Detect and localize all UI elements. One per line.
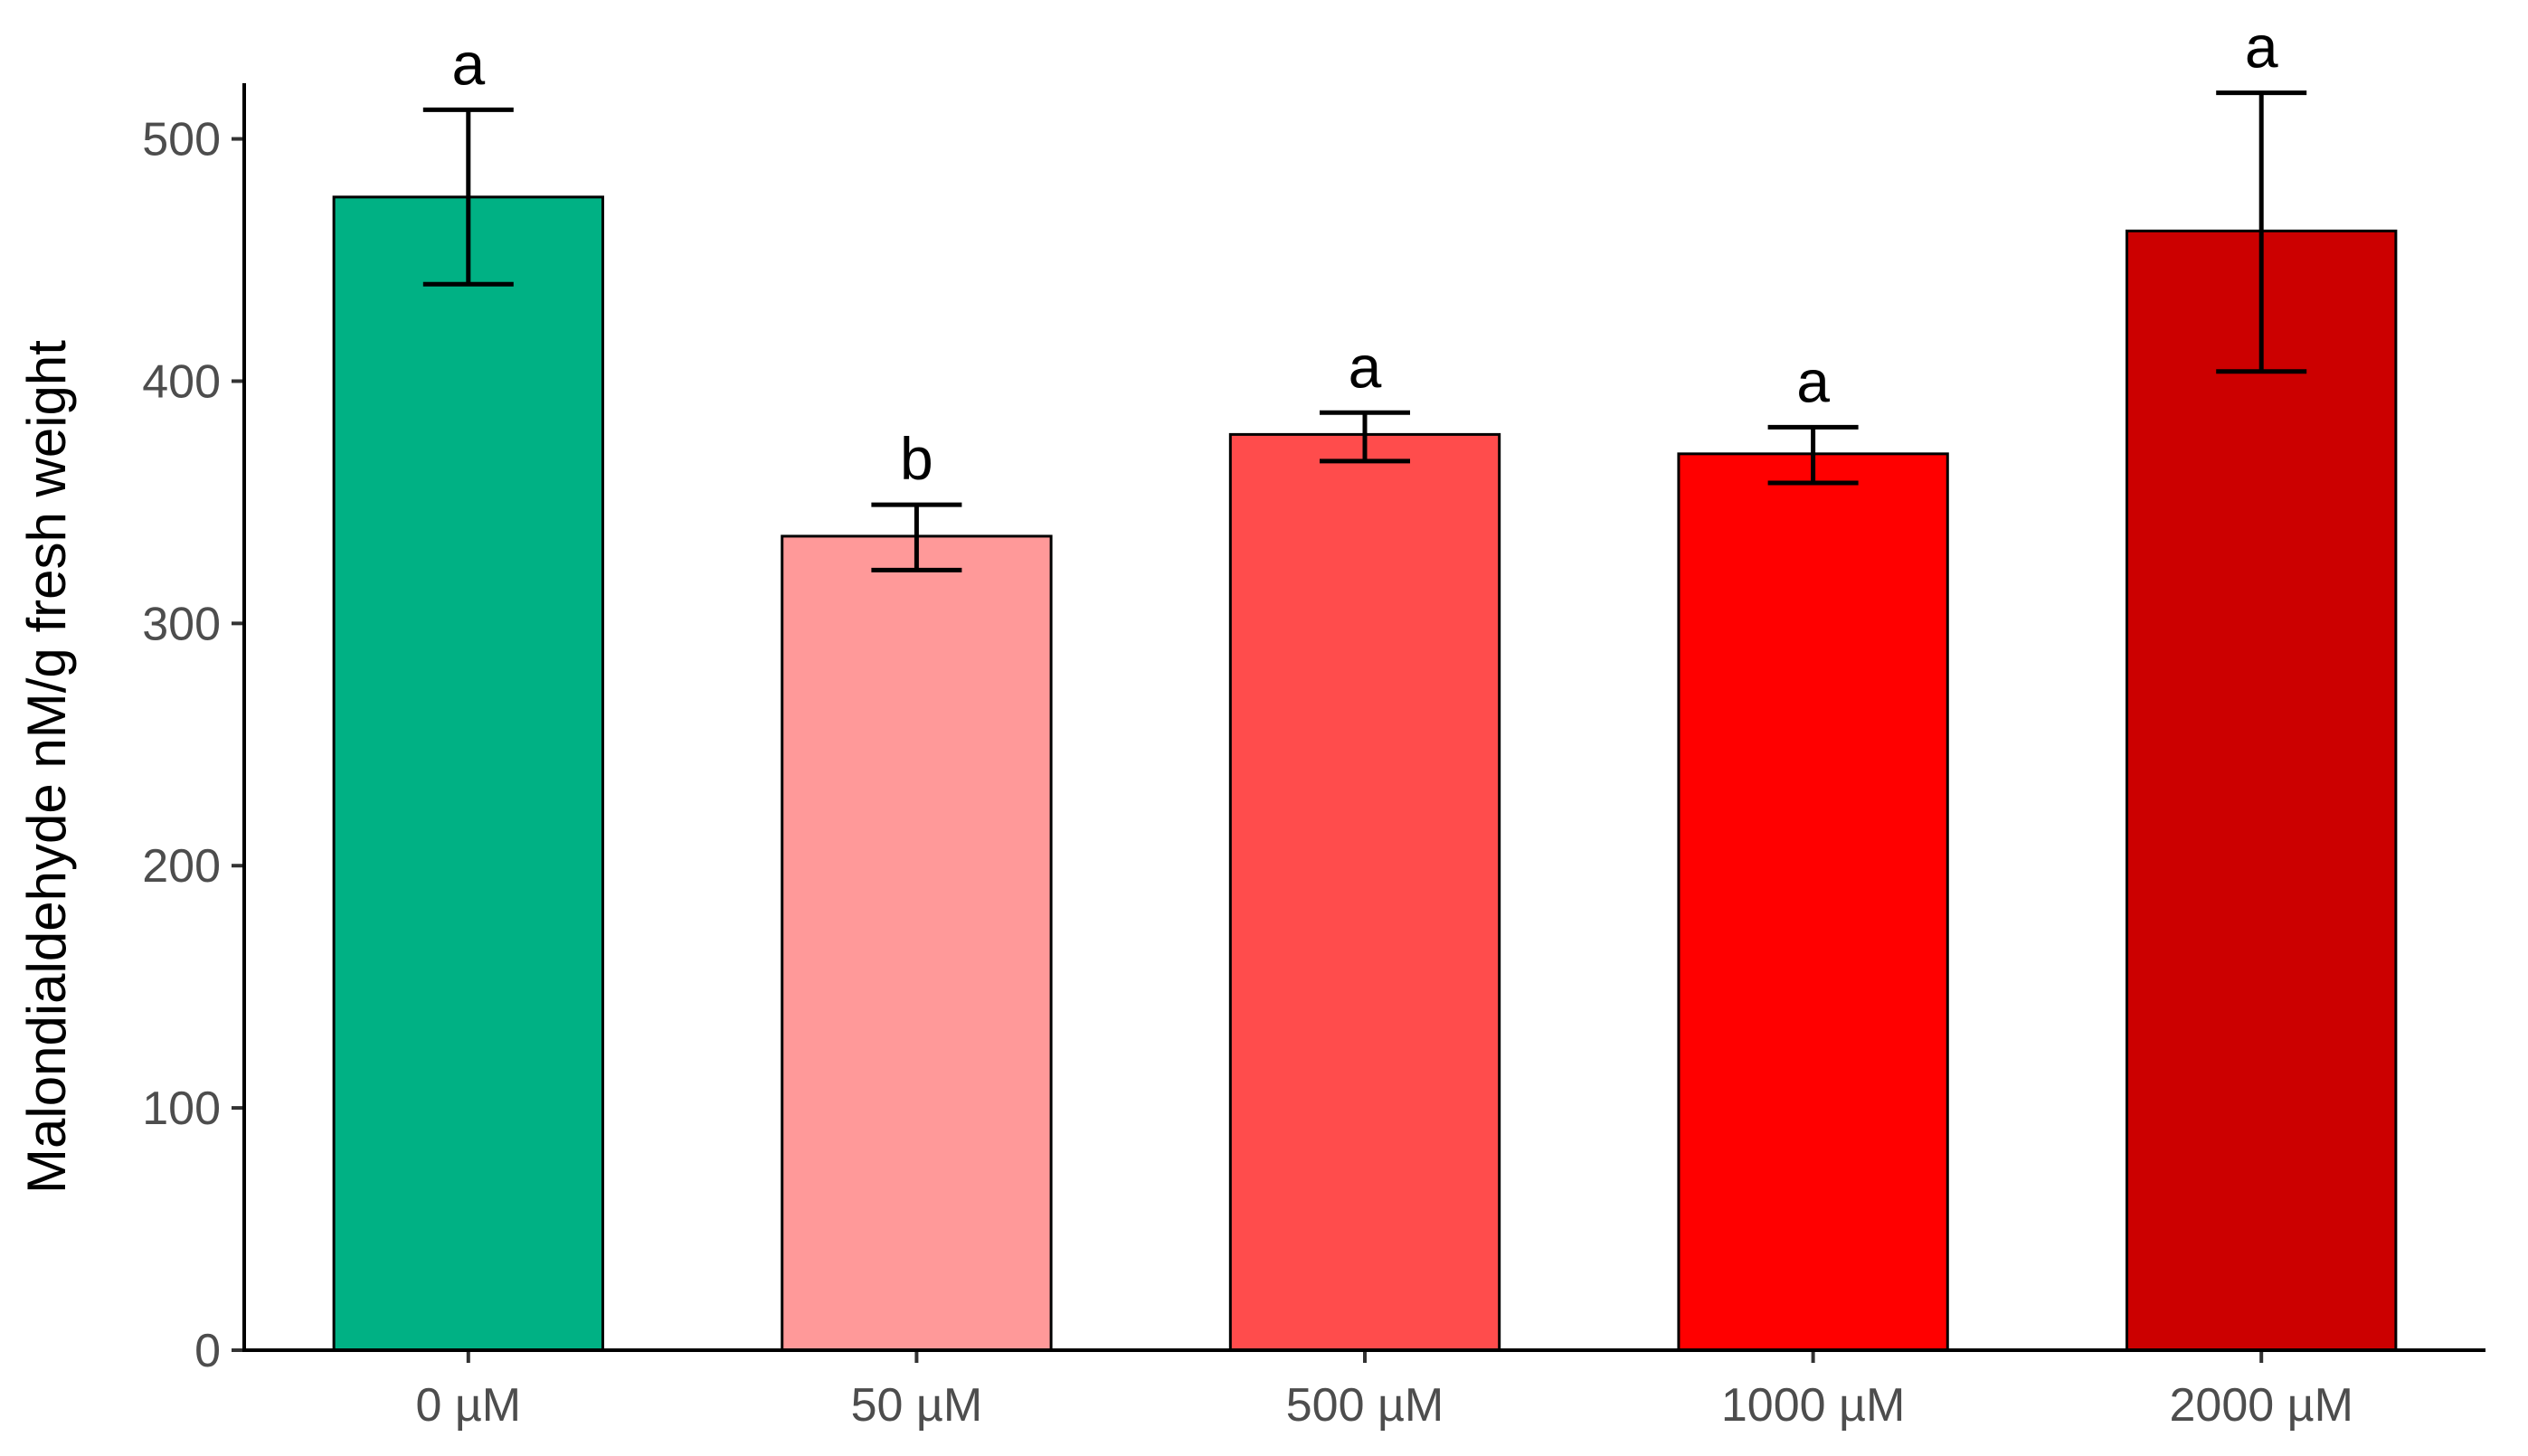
bar [781,534,1053,1352]
x-tick-label: 1000 µM [1721,1379,1905,1432]
x-tick-label: 2000 µM [2169,1379,2353,1432]
bars [332,195,2398,1352]
y-axis-title: Malondialdehyde nM/g fresh weight [16,340,77,1194]
significance-label: a [1796,347,1830,414]
significance-label: a [1349,333,1382,400]
y-tick-label: 100 [142,1083,221,1135]
significance-label: b [900,425,933,492]
significance-labels: a b a a a [451,14,2277,492]
y-tick-label: 500 [142,114,221,166]
x-tick-label: 0 µM [415,1379,521,1432]
bar [1677,452,1949,1352]
bar [2126,229,2398,1352]
x-axis-ticks: 0 µM 50 µM 500 µM 1000 µM 2000 µM [415,1350,2353,1432]
y-tick-label: 300 [142,598,221,650]
significance-label: a [451,30,485,97]
significance-label: a [2245,14,2278,80]
x-tick-label: 50 µM [851,1379,983,1432]
y-tick-label: 400 [142,355,221,408]
error-bars [422,90,2307,572]
y-tick-label: 200 [142,840,221,893]
y-tick-label: 0 [194,1325,221,1377]
x-tick-label: 500 µM [1286,1379,1444,1432]
bar [1228,432,1501,1352]
y-axis-ticks: 0 100 200 300 400 500 [142,114,244,1377]
bar [332,195,604,1352]
